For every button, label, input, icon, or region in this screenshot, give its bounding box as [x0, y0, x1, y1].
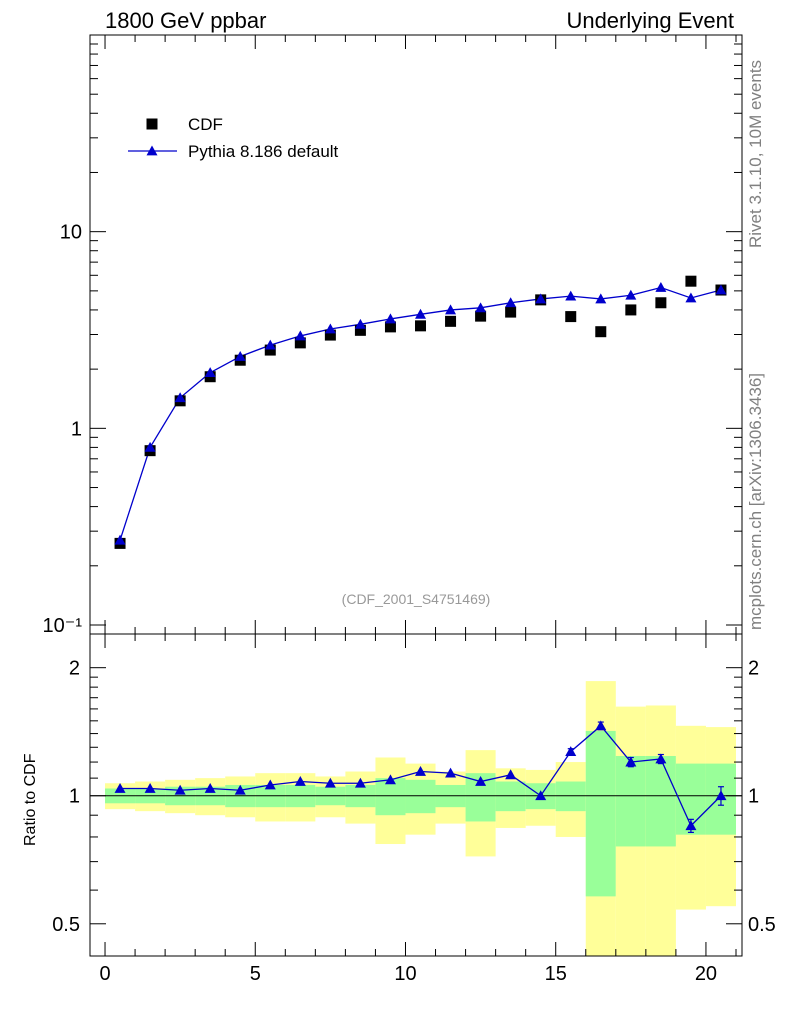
pythia-data-point — [294, 330, 306, 341]
cdf-data-point — [324, 329, 336, 341]
main-y-tick-label: 10⁻¹ — [43, 615, 83, 637]
pythia-data-point — [354, 318, 366, 329]
ratio-data-point — [174, 784, 186, 795]
ratio-data-point — [655, 753, 667, 764]
pythia-data-point — [324, 323, 336, 334]
main-y-tick-label: 10 — [60, 222, 82, 244]
pythia-data-point — [595, 293, 607, 304]
pythia-data-point — [234, 350, 246, 361]
ratio-data-point — [685, 820, 697, 831]
x-tick-label: 10 — [394, 963, 416, 985]
ratio-data-point — [505, 769, 517, 780]
cdf-data-point — [415, 320, 427, 332]
main-y-tick-label: 1 — [71, 418, 82, 440]
ratio-data-point — [324, 777, 336, 788]
ratio-y-tick-label-left: 1 — [69, 786, 80, 808]
cdf-data-point — [445, 315, 457, 327]
x-tick-label: 0 — [99, 963, 110, 985]
ratio-data-point — [264, 779, 276, 790]
pythia-data-point — [144, 441, 156, 452]
ratio-y-tick-label-right: 2 — [748, 658, 759, 680]
pythia-data-point — [415, 308, 427, 319]
x-tick-label: 20 — [695, 963, 717, 985]
ratio-data-point — [595, 720, 607, 731]
ratio-y-tick-label-left: 2 — [69, 658, 80, 680]
pythia-data-point — [384, 313, 396, 324]
green-uncertainty-band — [375, 778, 406, 816]
legend-cdf-label: CDF — [188, 115, 223, 134]
pythia-data-point — [264, 339, 276, 350]
ratio-data-point — [294, 776, 306, 786]
cdf-data-point — [294, 337, 306, 349]
green-uncertainty-band — [645, 755, 676, 847]
ratio-data-point — [384, 774, 396, 785]
header-left-title: 1800 GeV ppbar — [105, 8, 267, 33]
pythia-data-point — [535, 293, 547, 304]
pythia-data-point — [685, 292, 697, 303]
header-right-title: Underlying Event — [566, 8, 734, 33]
ratio-data-point — [204, 782, 216, 793]
cdf-data-point — [354, 324, 366, 336]
cdf-data-point — [685, 275, 697, 287]
pythia-data-point — [475, 302, 487, 313]
legend-pythia-marker — [146, 145, 158, 156]
cdf-data-point — [264, 344, 276, 356]
cdf-data-point — [505, 306, 517, 318]
ratio-data-point — [234, 784, 246, 795]
legend-pythia-label: Pythia 8.186 default — [188, 142, 339, 161]
pythia-data-point — [655, 282, 667, 292]
ratio-data-point — [715, 790, 727, 801]
cdf-data-point — [625, 304, 637, 316]
green-uncertainty-band — [555, 781, 586, 812]
ratio-data-point — [144, 782, 156, 793]
ratio-data-point — [114, 782, 126, 793]
pythia-data-point — [505, 297, 517, 308]
pythia-data-point — [174, 392, 186, 403]
ratio-data-point — [565, 746, 577, 756]
ratio-data-point — [354, 777, 366, 788]
x-tick-label: 15 — [545, 963, 567, 985]
green-uncertainty-band — [585, 730, 616, 897]
ratio-data-point — [445, 767, 457, 778]
cdf-data-point — [475, 310, 487, 322]
legend-cdf-marker — [146, 118, 158, 130]
ratio-panel: 0 5 10 15 20 0.5 0.5 1 1 2 2 — [52, 633, 776, 985]
x-tick-label: 5 — [250, 963, 261, 985]
ratio-data-point — [535, 790, 547, 801]
pythia-data-point — [114, 534, 126, 545]
cdf-data-point — [595, 326, 607, 338]
pythia-data-point — [204, 367, 216, 378]
ratio-y-tick-label-right: 0.5 — [748, 914, 776, 936]
main-panel: 10⁻¹ 1 10 (CDF_2001_S4751469) CDF Pythia 8.18… — [43, 34, 743, 637]
ratio-data-point — [475, 776, 487, 786]
pythia-data-point — [565, 290, 577, 301]
green-uncertainty-band — [495, 781, 526, 812]
pythia-data-point — [445, 304, 457, 315]
ratio-data-point — [415, 766, 427, 776]
pythia-data-point — [625, 289, 637, 300]
cdf-data-point — [565, 311, 577, 323]
green-uncertainty-band — [615, 755, 646, 847]
green-uncertainty-band — [405, 779, 436, 814]
cdf-data-point — [655, 297, 667, 309]
ratio-plot-frame — [89, 633, 743, 957]
ratio-y-tick-label-right: 1 — [748, 786, 759, 808]
analysis-watermark: (CDF_2001_S4751469) — [342, 591, 491, 607]
pythia-data-point — [715, 284, 727, 295]
cdf-data-point — [384, 321, 396, 333]
ratio-data-point — [625, 756, 637, 767]
ratio-y-tick-label-left: 0.5 — [52, 914, 80, 936]
